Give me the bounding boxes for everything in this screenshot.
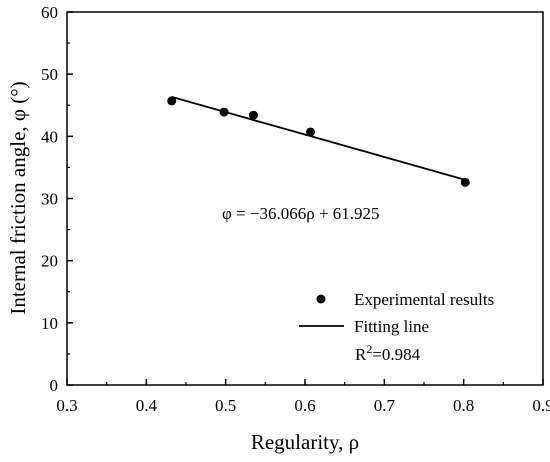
x-tick-label: 0.4 [136,396,158,415]
x-tick-label: 0.3 [56,396,77,415]
x-axis-title: Regularity, ρ [251,430,359,454]
y-tick-label: 10 [41,314,58,333]
legend-label-experimental: Experimental results [354,290,494,309]
x-tick-label: 0.5 [215,396,236,415]
legend-label-fitting-line: Fitting line [354,317,429,336]
legend: Experimental results Fitting line R2=0.9… [299,290,494,364]
y-tick-label: 30 [41,190,58,209]
data-point [248,110,258,120]
x-tick-label: 0.7 [374,396,396,415]
fitting-line [171,96,466,181]
data-point [219,107,229,117]
y-axis-ticks: 0 10 20 30 40 50 60 [41,3,73,395]
y-tick-label: 0 [50,376,59,395]
y-axis-title: Internal friction angle, φ (°) [6,81,30,314]
data-point [460,177,470,187]
y-tick-label: 20 [41,252,58,271]
y-tick-label: 40 [41,127,58,146]
x-tick-label: 0.9 [532,396,550,415]
y-tick-label: 60 [41,3,58,22]
plot-frame [66,11,544,386]
x-tick-label: 0.8 [453,396,474,415]
fit-equation-annotation: φ = −36.066ρ + 61.925 [222,204,380,223]
data-point [167,96,177,106]
data-point [306,127,316,137]
legend-marker-experimental [316,294,326,304]
r-squared-annotation: R2=0.984 [355,342,421,364]
plot-marks [167,96,470,187]
x-tick-label: 0.6 [294,396,315,415]
x-axis-ticks: 0.3 0.4 0.5 0.6 0.7 0.8 0.9 [56,379,550,415]
experimental-points [167,96,470,187]
y-tick-label: 50 [41,65,58,84]
